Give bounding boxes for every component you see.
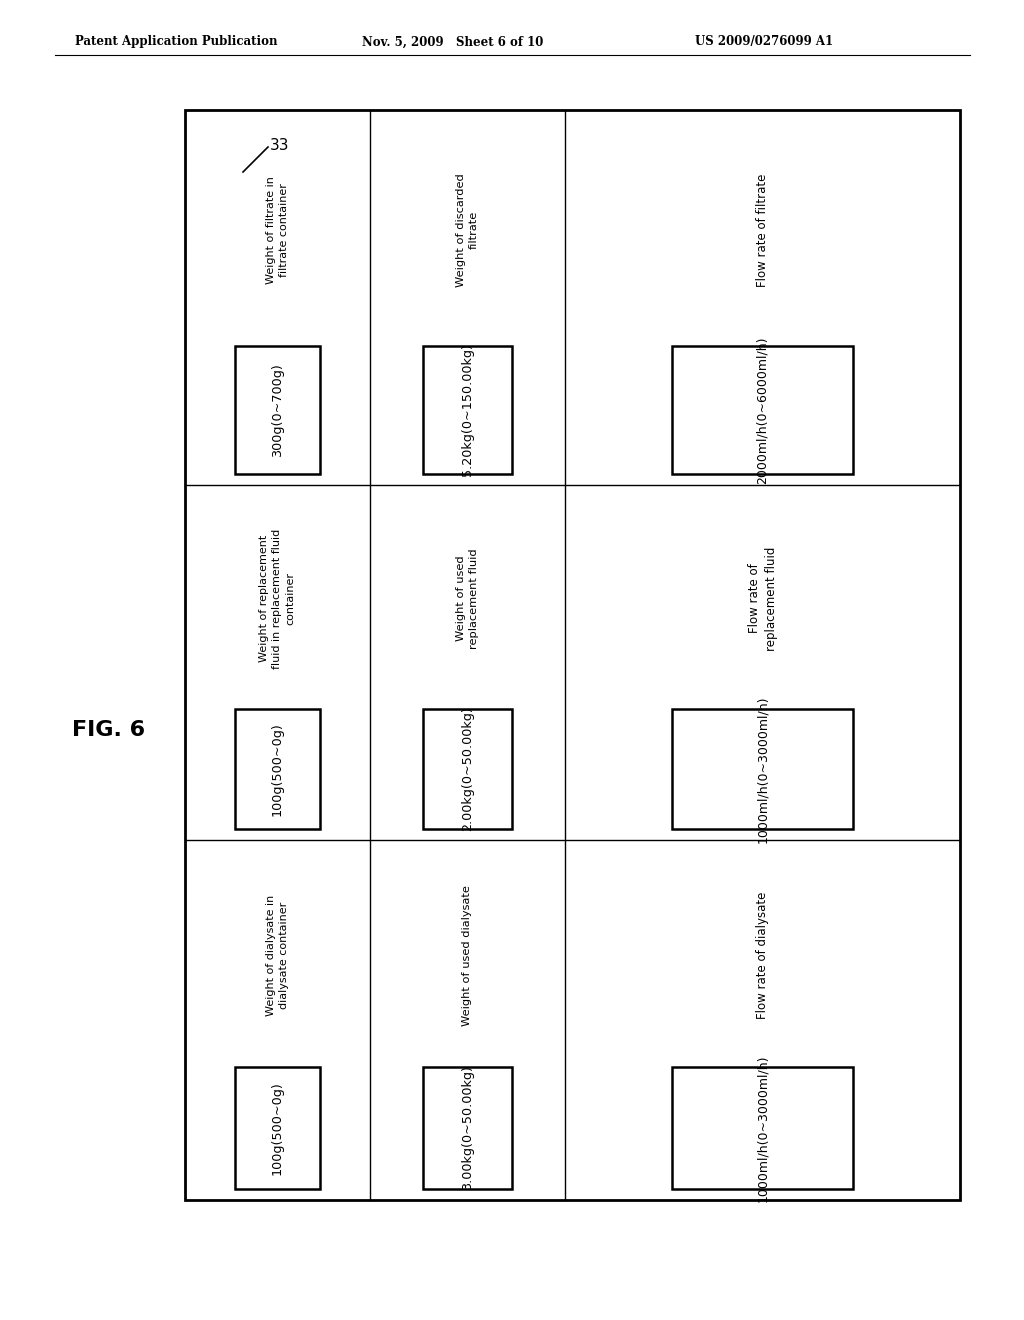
Text: 3.00kg(0~50.00kg): 3.00kg(0~50.00kg): [461, 1065, 474, 1191]
Text: Weight of dialysate in
dialysate container: Weight of dialysate in dialysate contain…: [266, 895, 289, 1016]
Bar: [423, 1067, 512, 1189]
Text: Flow rate of dialysate: Flow rate of dialysate: [756, 891, 769, 1019]
Text: 2000ml/h(0~6000ml/h): 2000ml/h(0~6000ml/h): [756, 337, 769, 483]
Text: 1000ml/h(0~3000ml/h): 1000ml/h(0~3000ml/h): [756, 1055, 769, 1201]
Text: Flow rate of filtrate: Flow rate of filtrate: [756, 173, 769, 286]
Text: Weight of used dialysate: Weight of used dialysate: [463, 884, 472, 1026]
Text: Flow rate of
replacement fluid: Flow rate of replacement fluid: [748, 546, 777, 651]
Text: 100g(500~0g): 100g(500~0g): [271, 722, 284, 816]
Bar: [672, 1067, 853, 1189]
Text: 1000ml/h(0~3000ml/h): 1000ml/h(0~3000ml/h): [756, 696, 769, 842]
Bar: [423, 709, 512, 829]
Text: US 2009/0276099 A1: US 2009/0276099 A1: [695, 36, 834, 49]
Text: Weight of used
replacement fluid: Weight of used replacement fluid: [456, 548, 479, 649]
Text: Weight of filtrate in
filtrate container: Weight of filtrate in filtrate container: [266, 176, 289, 284]
Bar: [672, 709, 853, 829]
Text: 100g(500~0g): 100g(500~0g): [271, 1081, 284, 1175]
Text: 5.20kg(0~150.00kg): 5.20kg(0~150.00kg): [461, 343, 474, 477]
Bar: [234, 346, 321, 474]
Text: Nov. 5, 2009   Sheet 6 of 10: Nov. 5, 2009 Sheet 6 of 10: [362, 36, 544, 49]
Text: FIG. 6: FIG. 6: [72, 719, 145, 741]
Bar: [234, 709, 321, 829]
Text: 2.00kg(0~50.00kg): 2.00kg(0~50.00kg): [461, 706, 474, 832]
Text: Patent Application Publication: Patent Application Publication: [75, 36, 278, 49]
Text: 300g(0~700g): 300g(0~700g): [271, 363, 284, 457]
Text: 33: 33: [270, 137, 290, 153]
Text: Weight of replacement
fluid in replacement fluid
container: Weight of replacement fluid in replaceme…: [259, 528, 296, 669]
Bar: [672, 346, 853, 474]
Bar: [185, 110, 961, 1200]
Bar: [423, 346, 512, 474]
Bar: [234, 1067, 321, 1189]
Text: Weight of discarded
filtrate: Weight of discarded filtrate: [456, 173, 479, 286]
